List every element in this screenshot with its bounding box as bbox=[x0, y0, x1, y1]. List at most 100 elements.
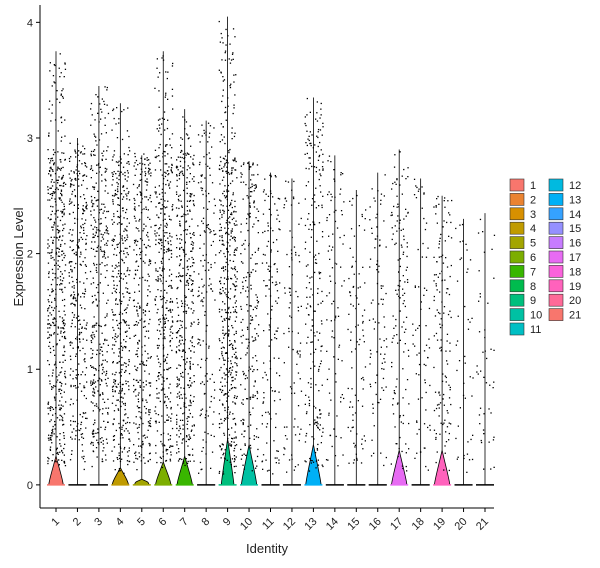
point bbox=[76, 164, 79, 166]
point bbox=[104, 251, 106, 254]
point bbox=[230, 360, 232, 362]
point bbox=[123, 362, 126, 364]
point bbox=[82, 223, 84, 226]
point bbox=[140, 157, 142, 159]
point bbox=[370, 455, 373, 457]
point bbox=[100, 379, 103, 381]
point bbox=[209, 174, 211, 176]
point bbox=[256, 299, 258, 301]
point bbox=[164, 240, 167, 242]
point bbox=[133, 324, 135, 326]
point bbox=[74, 438, 76, 440]
point bbox=[176, 418, 178, 421]
point bbox=[314, 262, 317, 264]
point bbox=[100, 246, 102, 248]
point bbox=[51, 433, 53, 435]
point bbox=[307, 336, 309, 338]
point bbox=[334, 317, 337, 319]
point bbox=[107, 344, 109, 346]
point bbox=[190, 385, 192, 387]
point bbox=[121, 235, 123, 237]
point bbox=[231, 438, 234, 440]
point bbox=[256, 305, 258, 307]
point bbox=[319, 173, 321, 175]
point bbox=[225, 317, 228, 319]
point bbox=[385, 386, 387, 388]
point bbox=[308, 135, 310, 137]
point bbox=[247, 162, 249, 164]
point bbox=[235, 249, 238, 251]
point bbox=[84, 222, 86, 225]
point bbox=[446, 360, 448, 362]
point bbox=[84, 358, 86, 360]
point bbox=[159, 318, 161, 320]
point bbox=[179, 165, 182, 167]
point bbox=[186, 210, 189, 212]
point bbox=[223, 277, 226, 279]
point bbox=[79, 232, 81, 234]
point bbox=[309, 277, 311, 279]
point bbox=[96, 246, 98, 249]
point bbox=[179, 427, 181, 430]
point bbox=[162, 337, 164, 340]
point bbox=[363, 341, 365, 343]
point bbox=[234, 362, 236, 364]
point bbox=[101, 363, 103, 365]
point bbox=[348, 277, 350, 280]
point bbox=[177, 169, 179, 171]
point bbox=[161, 466, 164, 469]
point bbox=[150, 175, 152, 177]
point bbox=[134, 269, 137, 271]
point bbox=[391, 214, 393, 216]
point bbox=[268, 469, 270, 471]
point bbox=[235, 316, 238, 318]
point bbox=[219, 369, 221, 371]
point bbox=[234, 158, 236, 160]
point bbox=[85, 328, 87, 330]
point bbox=[136, 306, 138, 308]
point bbox=[52, 256, 54, 259]
point bbox=[310, 144, 312, 147]
point bbox=[223, 79, 226, 81]
point bbox=[57, 260, 59, 262]
point bbox=[56, 379, 59, 381]
point bbox=[124, 414, 126, 416]
point bbox=[105, 242, 108, 244]
x-tick-label: 14 bbox=[324, 516, 341, 533]
point bbox=[246, 296, 249, 298]
point bbox=[179, 350, 181, 352]
point bbox=[257, 210, 260, 212]
point bbox=[220, 347, 223, 349]
point bbox=[84, 461, 86, 463]
point bbox=[185, 406, 187, 408]
point bbox=[69, 213, 71, 215]
point bbox=[228, 151, 230, 154]
point bbox=[232, 379, 234, 382]
point bbox=[80, 374, 82, 376]
point bbox=[141, 198, 143, 200]
point bbox=[312, 147, 314, 149]
point bbox=[126, 187, 128, 190]
point bbox=[148, 373, 150, 375]
point bbox=[128, 324, 130, 326]
point bbox=[225, 332, 227, 335]
point bbox=[275, 338, 278, 340]
point bbox=[56, 284, 58, 286]
point bbox=[206, 226, 208, 228]
point bbox=[154, 191, 156, 193]
point bbox=[53, 164, 55, 166]
point bbox=[49, 327, 51, 329]
point bbox=[391, 188, 393, 190]
point bbox=[162, 445, 164, 447]
point bbox=[142, 363, 144, 365]
point bbox=[90, 224, 92, 227]
point bbox=[288, 330, 290, 333]
point bbox=[90, 201, 93, 203]
point bbox=[274, 337, 276, 339]
point bbox=[331, 445, 333, 448]
point bbox=[82, 175, 84, 177]
point bbox=[227, 428, 230, 430]
legend-label: 15 bbox=[569, 223, 581, 235]
point bbox=[310, 236, 312, 238]
point bbox=[320, 413, 322, 415]
